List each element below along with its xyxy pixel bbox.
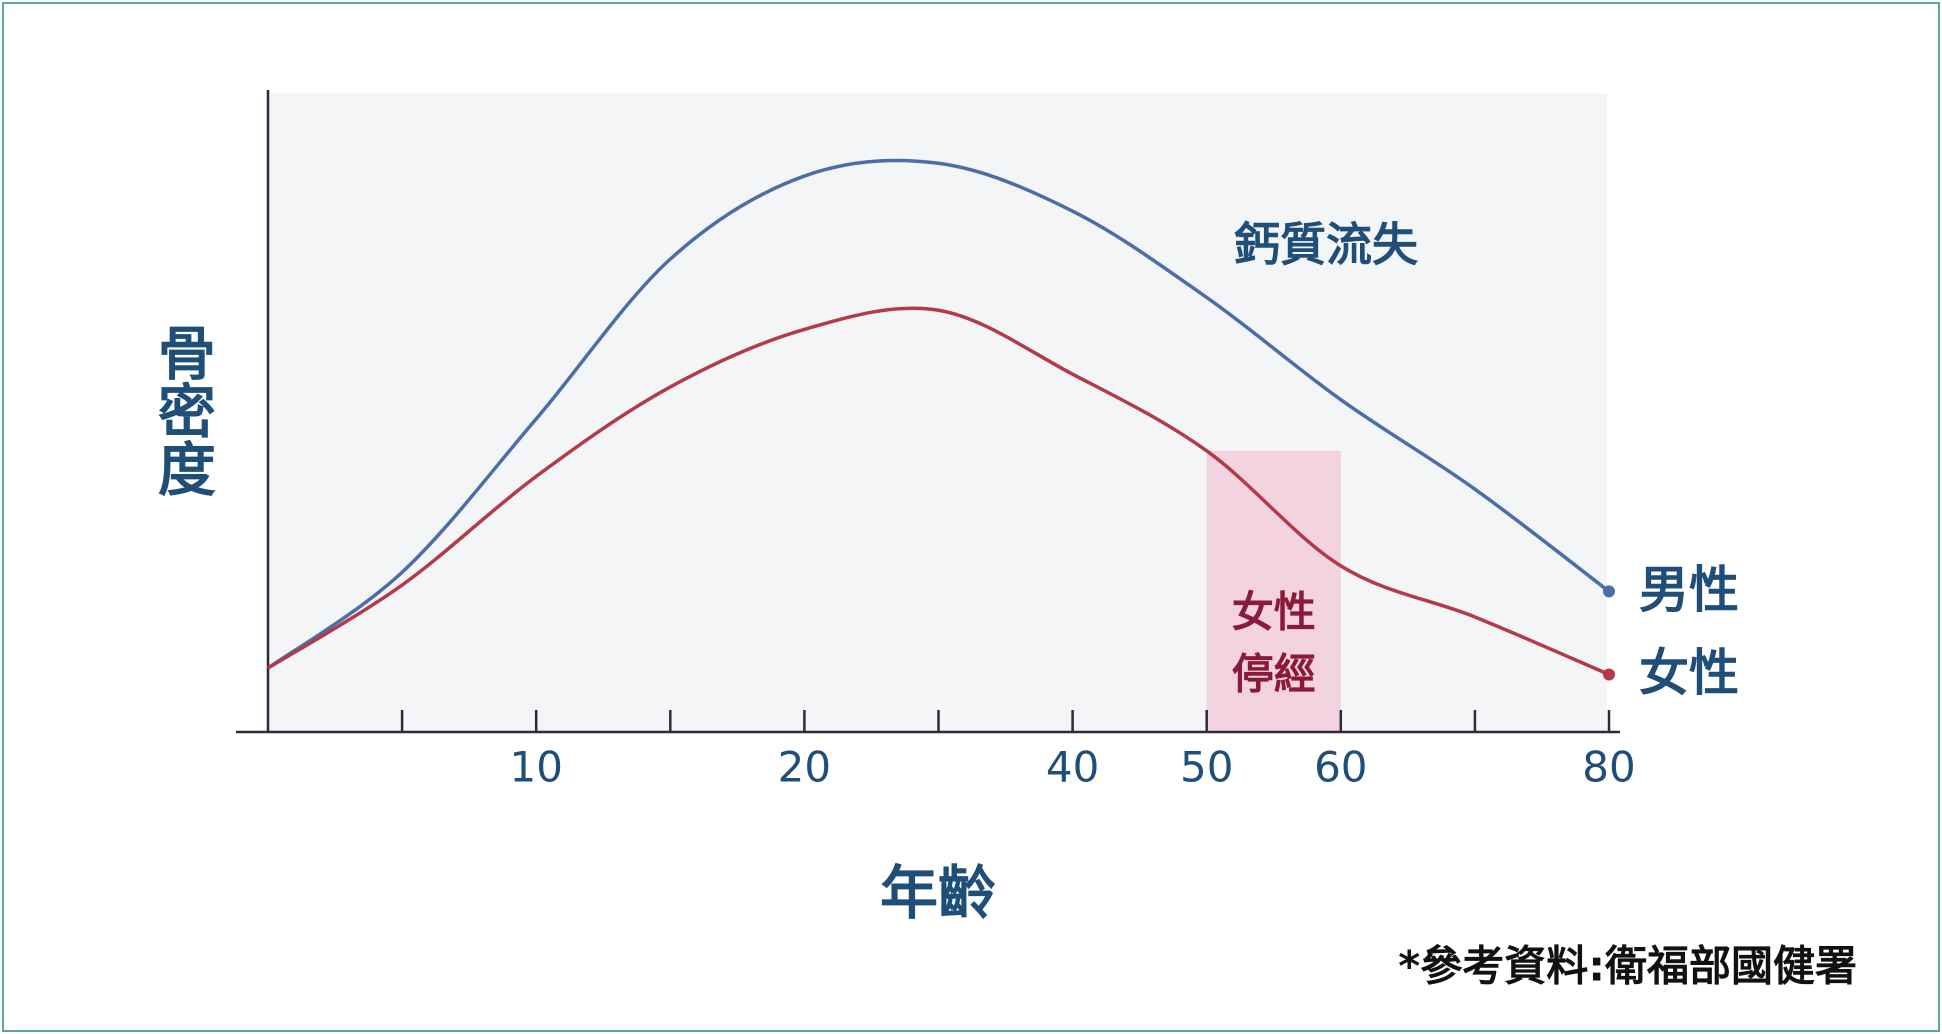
menopause-band bbox=[1206, 450, 1341, 732]
x-tick-label: 20 bbox=[778, 743, 831, 792]
end-point bbox=[1603, 668, 1615, 681]
x-tick-label: 40 bbox=[1046, 743, 1099, 792]
x-axis-label: 年齡 bbox=[880, 859, 996, 927]
series-line bbox=[266, 158, 1611, 670]
end-point bbox=[1603, 585, 1615, 598]
x-tick-label: 50 bbox=[1180, 743, 1233, 792]
source-note: *參考資料:衛福部國健署 bbox=[1398, 942, 1857, 991]
x-tick-label: 80 bbox=[1582, 743, 1635, 792]
series-label: 女性 bbox=[1639, 644, 1739, 702]
band-label: 停經 bbox=[1232, 650, 1316, 699]
y-axis-label: 骨密度 bbox=[148, 323, 216, 497]
series-label: 男性 bbox=[1639, 561, 1739, 619]
band-label: 女性 bbox=[1232, 588, 1316, 637]
plot-background bbox=[268, 93, 1607, 732]
x-tick-label: 10 bbox=[509, 743, 562, 792]
series-line bbox=[267, 306, 1610, 677]
x-tick-label: 60 bbox=[1314, 743, 1367, 792]
annotation: 鈣質流失 bbox=[1234, 218, 1419, 272]
